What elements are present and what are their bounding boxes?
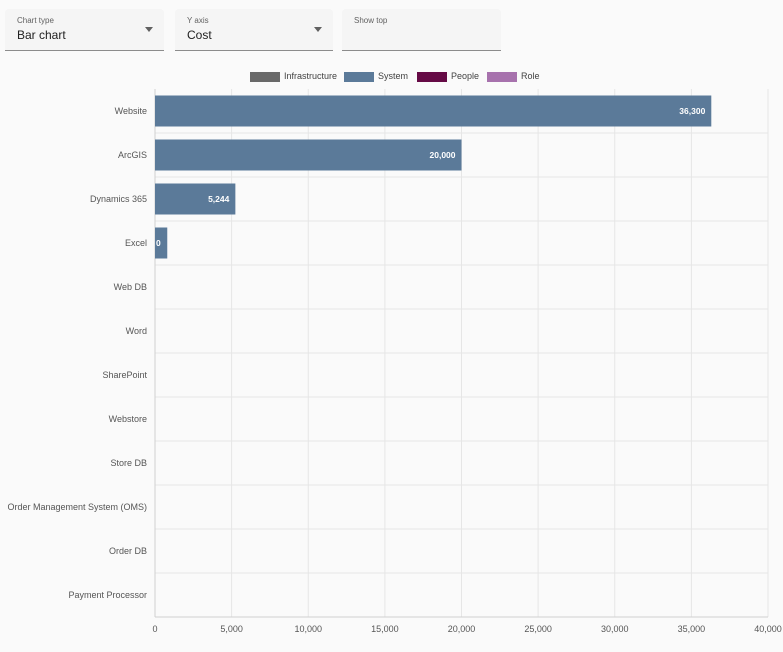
- show-top-label: Show top: [354, 16, 388, 25]
- legend-label: System: [378, 71, 409, 81]
- legend-swatch-people: [417, 72, 447, 82]
- legend-label: Infrastructure: [284, 71, 338, 81]
- category-label: ArcGIS: [118, 150, 147, 160]
- x-tick-label: 30,000: [601, 624, 629, 634]
- x-tick-label: 20,000: [448, 624, 476, 634]
- x-tick-label: 5,000: [220, 624, 243, 634]
- category-label: Web DB: [114, 282, 147, 292]
- chart-legend: Infrastructure System People Role: [0, 71, 783, 85]
- y-axis-value: Cost: [187, 28, 212, 42]
- y-axis-label: Y axis: [187, 16, 209, 25]
- category-label: Order Management System (OMS): [7, 502, 147, 512]
- x-tick-label: 15,000: [371, 624, 399, 634]
- y-axis-select[interactable]: Y axis Cost: [175, 9, 333, 51]
- legend-swatch-system: [344, 72, 374, 82]
- chart-type-select[interactable]: Chart type Bar chart: [5, 9, 164, 51]
- category-label: Dynamics 365: [90, 194, 147, 204]
- legend-swatch-role: [487, 72, 517, 82]
- bar-system: [155, 183, 236, 215]
- category-label: SharePoint: [102, 370, 147, 380]
- category-label: Order DB: [109, 546, 147, 556]
- category-label: Website: [115, 106, 147, 116]
- chevron-down-icon[interactable]: [145, 27, 153, 32]
- x-tick-label: 25,000: [524, 624, 552, 634]
- legend-label: People: [451, 71, 480, 81]
- legend-label: Role: [521, 71, 540, 81]
- x-tick-label: 35,000: [678, 624, 706, 634]
- category-label: Webstore: [109, 414, 147, 424]
- x-tick-label: 10,000: [294, 624, 322, 634]
- chart-type-value: Bar chart: [17, 28, 66, 42]
- data-label: 20,000: [430, 150, 456, 160]
- category-label: Excel: [125, 238, 147, 248]
- chart-type-label: Chart type: [17, 16, 54, 25]
- chevron-down-icon[interactable]: [314, 27, 322, 32]
- bar-system: [155, 95, 712, 127]
- x-tick-label: 40,000: [754, 624, 782, 634]
- x-tick-label: 0: [152, 624, 157, 634]
- data-label: 0: [156, 238, 161, 248]
- legend-swatch-infrastructure: [250, 72, 280, 82]
- bar-system: [155, 227, 168, 259]
- category-label: Word: [126, 326, 147, 336]
- show-top-input[interactable]: Show top: [342, 9, 501, 51]
- category-label: Payment Processor: [68, 590, 147, 600]
- data-label: 5,244: [208, 194, 230, 204]
- category-label: Store DB: [110, 458, 147, 468]
- bar-system: [155, 139, 462, 171]
- data-label: 36,300: [679, 106, 705, 116]
